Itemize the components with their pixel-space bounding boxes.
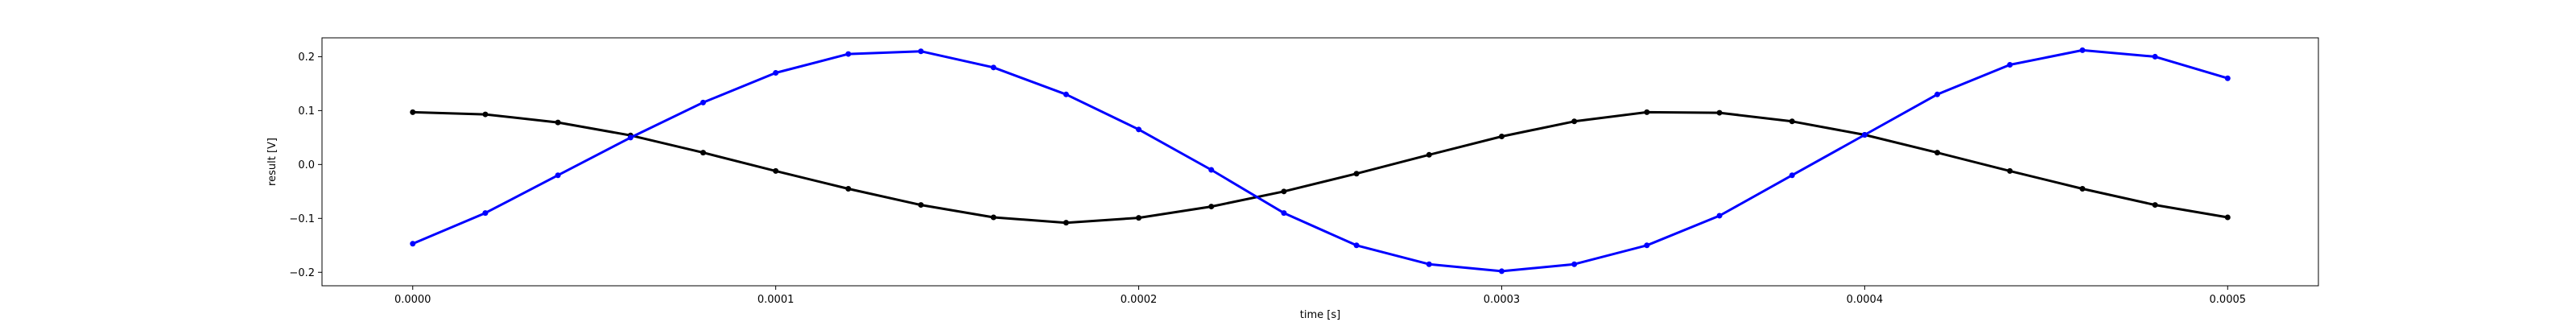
data-point <box>990 214 997 221</box>
data-point <box>1716 109 1723 116</box>
y-tick-label: 0.2 <box>298 52 315 64</box>
data-point <box>1789 172 1795 179</box>
data-point <box>773 70 779 76</box>
data-point <box>1063 91 1069 97</box>
data-point <box>2152 53 2158 60</box>
data-point <box>700 150 706 156</box>
y-tick-label: 0.0 <box>298 159 315 171</box>
data-point <box>990 64 997 71</box>
data-point <box>2007 61 2013 68</box>
data-point <box>918 48 924 55</box>
data-point <box>1208 167 1215 173</box>
series-trace <box>412 48 2228 273</box>
data-point <box>410 109 416 115</box>
plot-series-layer <box>410 47 2231 275</box>
data-point <box>555 172 561 179</box>
y-tick-label: 0.1 <box>298 105 315 118</box>
data-point <box>2224 214 2231 221</box>
data-point <box>1208 204 1215 210</box>
data-point <box>1063 220 1069 226</box>
data-point <box>1571 261 1578 267</box>
data-point <box>627 134 634 141</box>
y-axis-label: result [V] <box>266 138 279 186</box>
data-point <box>482 210 489 217</box>
x-tick-label: 0.0001 <box>758 294 795 306</box>
data-point <box>773 167 779 174</box>
x-tick-label: 0.0005 <box>2210 294 2247 306</box>
data-point <box>555 119 561 126</box>
data-point <box>1861 132 1868 138</box>
x-tick-label: 0.0000 <box>394 294 431 306</box>
data-point <box>1644 242 1650 249</box>
y-tick-label: −0.2 <box>289 267 315 279</box>
data-point <box>1644 109 1650 115</box>
plot-frame <box>321 37 2319 287</box>
data-point <box>700 99 706 105</box>
data-point <box>1571 118 1578 125</box>
series-1 <box>410 109 2231 226</box>
x-tick-label: 0.0002 <box>1121 294 1158 306</box>
data-point <box>1789 118 1795 125</box>
data-point <box>1353 171 1360 177</box>
data-point <box>2007 167 2013 174</box>
data-point <box>1934 91 1941 97</box>
data-point <box>2079 185 2086 192</box>
data-point <box>1426 261 1432 267</box>
data-point <box>1716 213 1723 219</box>
x-tick-label: 0.0004 <box>1847 294 1884 306</box>
data-point <box>845 185 852 192</box>
data-point <box>1136 215 1142 221</box>
data-point <box>1498 134 1505 140</box>
x-axis-label: time [s] <box>1300 309 1340 321</box>
axes-layer: 0.0000 0.0001 0.0002 0.0003 0.0004 0.0005 −0.2… <box>289 52 2246 306</box>
series-trace <box>412 110 2228 225</box>
data-point <box>2224 75 2231 81</box>
series-2 <box>410 47 2231 275</box>
data-point <box>482 111 489 118</box>
data-point <box>1498 268 1505 275</box>
data-point <box>2152 202 2158 208</box>
data-point <box>1934 150 1941 156</box>
data-point <box>1353 242 1360 249</box>
data-point <box>845 51 852 57</box>
data-point <box>1281 210 1287 217</box>
data-point <box>1426 151 1432 158</box>
data-point <box>2079 47 2086 53</box>
data-point <box>410 241 416 247</box>
data-point <box>1136 126 1142 133</box>
data-point <box>918 202 924 208</box>
data-point <box>1281 188 1287 195</box>
y-tick-label: −0.1 <box>289 213 315 225</box>
x-tick-label: 0.0003 <box>1484 294 1521 306</box>
